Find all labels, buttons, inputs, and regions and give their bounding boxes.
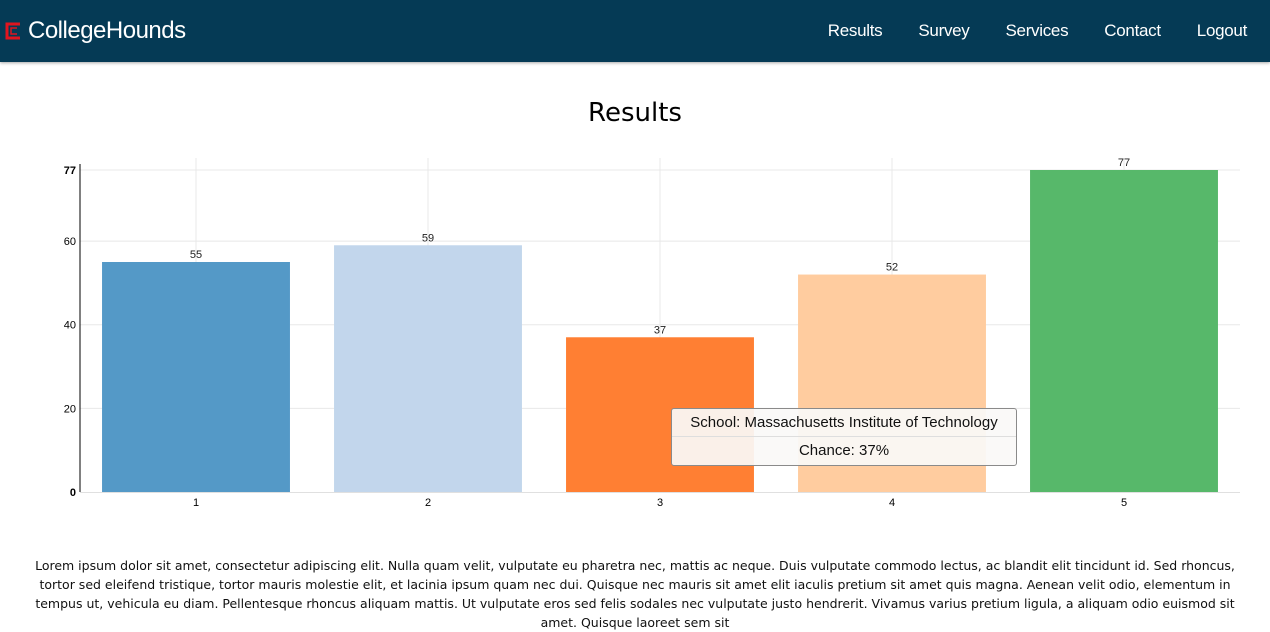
bar-2[interactable] — [334, 245, 522, 492]
y-tick-label: 40 — [64, 320, 76, 332]
x-tick-label: 3 — [657, 497, 663, 509]
bar-value-label: 37 — [654, 324, 666, 336]
results-chart: 55 59 37 52 77 0 20 40 60 77 1 2 3 4 5 — [0, 150, 1270, 520]
nav-results-link[interactable]: Results — [827, 21, 883, 40]
bar-value-label: 59 — [422, 232, 434, 244]
x-tick-label: 5 — [1121, 497, 1127, 509]
bar-1[interactable] — [102, 262, 290, 492]
c-logo-icon — [5, 22, 20, 40]
body-paragraph: Lorem ipsum dolor sit amet, consectetur … — [35, 558, 1235, 630]
nav-survey-link[interactable]: Survey — [918, 21, 970, 40]
y-tick-label: 0 — [70, 487, 76, 499]
nav-links: Results Survey Services Contact Logout — [792, 0, 1248, 62]
x-tick-label: 1 — [193, 497, 199, 509]
bar-value-label: 77 — [1118, 157, 1130, 169]
x-tick-label: 4 — [889, 497, 895, 509]
nav-services-link[interactable]: Services — [1005, 21, 1069, 40]
results-bar-chart: 55 59 37 52 77 0 20 40 60 77 1 2 3 4 5 — [64, 157, 1240, 509]
bar-value-label: 55 — [190, 249, 202, 261]
tooltip-school: School: Massachusetts Institute of Techn… — [672, 409, 1016, 437]
bar-tooltip: School: Massachusetts Institute of Techn… — [671, 408, 1017, 466]
y-tick-label: 77 — [64, 165, 76, 177]
bar-5[interactable] — [1030, 170, 1218, 492]
x-tick-label: 2 — [425, 497, 431, 509]
page-title: Results — [588, 98, 682, 128]
nav-logout-link[interactable]: Logout — [1196, 21, 1248, 40]
brand-link[interactable]: CollegeHounds — [3, 15, 186, 47]
brand-name: CollegeHounds — [28, 17, 186, 44]
bar-value-label: 52 — [886, 262, 898, 274]
y-tick-label: 60 — [64, 236, 76, 248]
nav-contact-link[interactable]: Contact — [1104, 21, 1161, 40]
tooltip-chance: Chance: 37% — [798, 442, 890, 459]
top-navbar: CollegeHounds Results Survey Services Co… — [0, 0, 1270, 62]
y-tick-label: 20 — [64, 403, 76, 415]
